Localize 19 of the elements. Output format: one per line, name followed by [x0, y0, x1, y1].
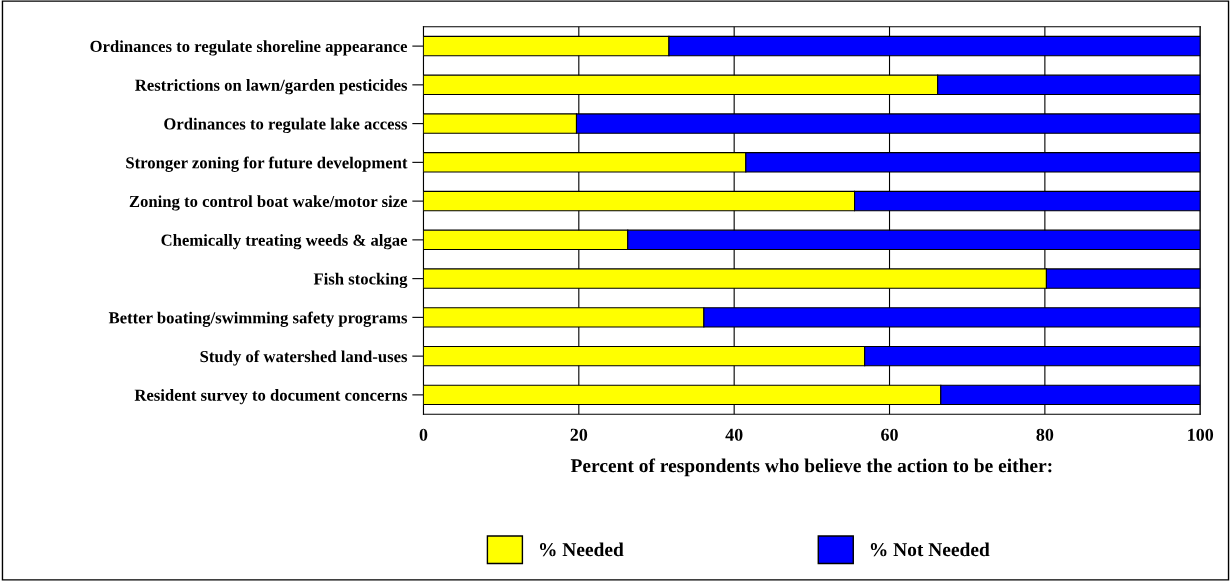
legend-label: % Not Needed — [870, 542, 990, 557]
x-tick-label: 100 — [1188, 428, 1214, 441]
y-tick-label: Chemically treating weeds & algae — [161, 234, 408, 250]
y-tick-label: Better boating/swimming safety programs — [108, 311, 408, 327]
x-tick-label: 80 — [1036, 428, 1054, 441]
x-tick-label: 0 — [419, 428, 428, 441]
y-tick-label: Study of watershed land-uses — [200, 350, 408, 366]
x-axis-title: Percent of respondents who believe the action to be either: — [570, 458, 1052, 477]
y-tick-label: Fish stocking — [313, 272, 408, 289]
y-tick-label: Ordinances to regulate lake access — [164, 117, 408, 134]
y-tick-label: Restrictions on lawn/garden pesticides — [135, 79, 408, 95]
x-tick-label: 20 — [570, 428, 588, 441]
y-tick-label: Zoning to control boat wake/motor size — [129, 195, 408, 211]
y-tick-label: Stronger zoning for future development — [126, 156, 408, 172]
y-tick-label: Resident survey to document concerns — [134, 389, 408, 405]
legend-label: % Needed — [539, 542, 624, 557]
x-tick-label: 40 — [725, 428, 743, 441]
x-tick-label: 60 — [881, 428, 898, 441]
y-tick-label: Ordinances to regulate shoreline appearance — [90, 40, 408, 56]
